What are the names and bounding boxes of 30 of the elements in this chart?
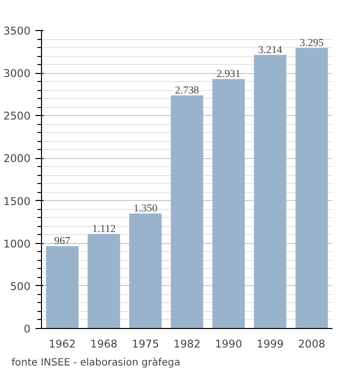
y-tick-label: 0 (24, 322, 31, 336)
x-tick-label: 1982 (173, 338, 201, 350)
x-tick-label: 2008 (298, 338, 326, 350)
bar (46, 246, 78, 328)
y-tick-label: 1500 (3, 194, 31, 208)
data-label: 1.112 (92, 224, 116, 235)
y-tick-label: 2500 (3, 110, 31, 123)
x-tick-label: 1990 (215, 338, 242, 350)
data-label: 3.295 (300, 38, 324, 49)
y-tick-label: 500 (10, 280, 31, 293)
bar (254, 54, 286, 328)
bar (170, 95, 204, 328)
x-tick-label: 1962 (48, 338, 76, 350)
data-label: 1.350 (133, 204, 158, 215)
source-note: fonte INSEE - elaborasion gràfega (12, 358, 180, 368)
bar (129, 214, 162, 328)
bar (88, 234, 120, 328)
data-label: 967 (54, 236, 71, 248)
x-tick-label: 1975 (132, 338, 159, 350)
x-tick-label: 1999 (256, 338, 284, 350)
bar (212, 78, 245, 328)
x-tick-label: 1968 (90, 338, 118, 350)
y-tick-label: 1000 (3, 237, 31, 250)
data-label: 3.214 (258, 44, 283, 56)
y-tick-label: 2000 (3, 152, 31, 166)
y-tick-label: 3500 (3, 24, 31, 38)
data-label: 2.931 (216, 68, 241, 80)
bar (296, 48, 328, 328)
y-tick-label: 3000 (3, 67, 31, 80)
data-label: 2.738 (175, 85, 199, 96)
